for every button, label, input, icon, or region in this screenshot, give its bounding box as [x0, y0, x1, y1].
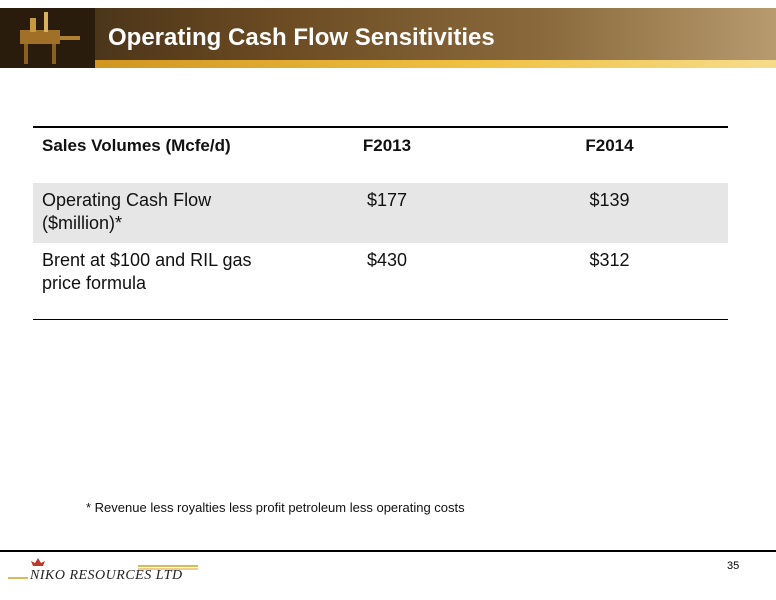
cell: Operating Cash Flow ($million)*	[33, 183, 283, 243]
footer-line	[0, 550, 776, 552]
header-strip	[0, 60, 776, 68]
footnote: * Revenue less royalties less profit pet…	[86, 500, 465, 515]
slide-title: Operating Cash Flow Sensitivities	[108, 24, 495, 51]
rig-image	[0, 8, 95, 68]
page-number: 35	[727, 560, 740, 572]
logo-graphic	[8, 558, 198, 579]
logo-text: NIKO RESOURCES LTD	[30, 568, 183, 583]
table-row: Brent at $100 and RIL gas price formula …	[33, 243, 728, 320]
header-cell: Sales Volumes (Mcfe/d)	[33, 126, 283, 183]
table-row: Operating Cash Flow ($million)* $177 $13…	[33, 183, 728, 243]
cell: $139	[491, 183, 728, 243]
cell: $177	[283, 183, 491, 243]
header-cell: F2013	[283, 126, 491, 183]
table: Sales Volumes (Mcfe/d) F2013 F2014 Opera…	[33, 126, 728, 320]
header-cell: F2014	[491, 126, 728, 183]
cell: Brent at $100 and RIL gas price formula	[33, 243, 283, 320]
cell: $430	[283, 243, 491, 320]
table-header: Sales Volumes (Mcfe/d) F2013 F2014	[33, 126, 728, 183]
cell: $312	[491, 243, 728, 320]
header-banner	[0, 8, 776, 60]
